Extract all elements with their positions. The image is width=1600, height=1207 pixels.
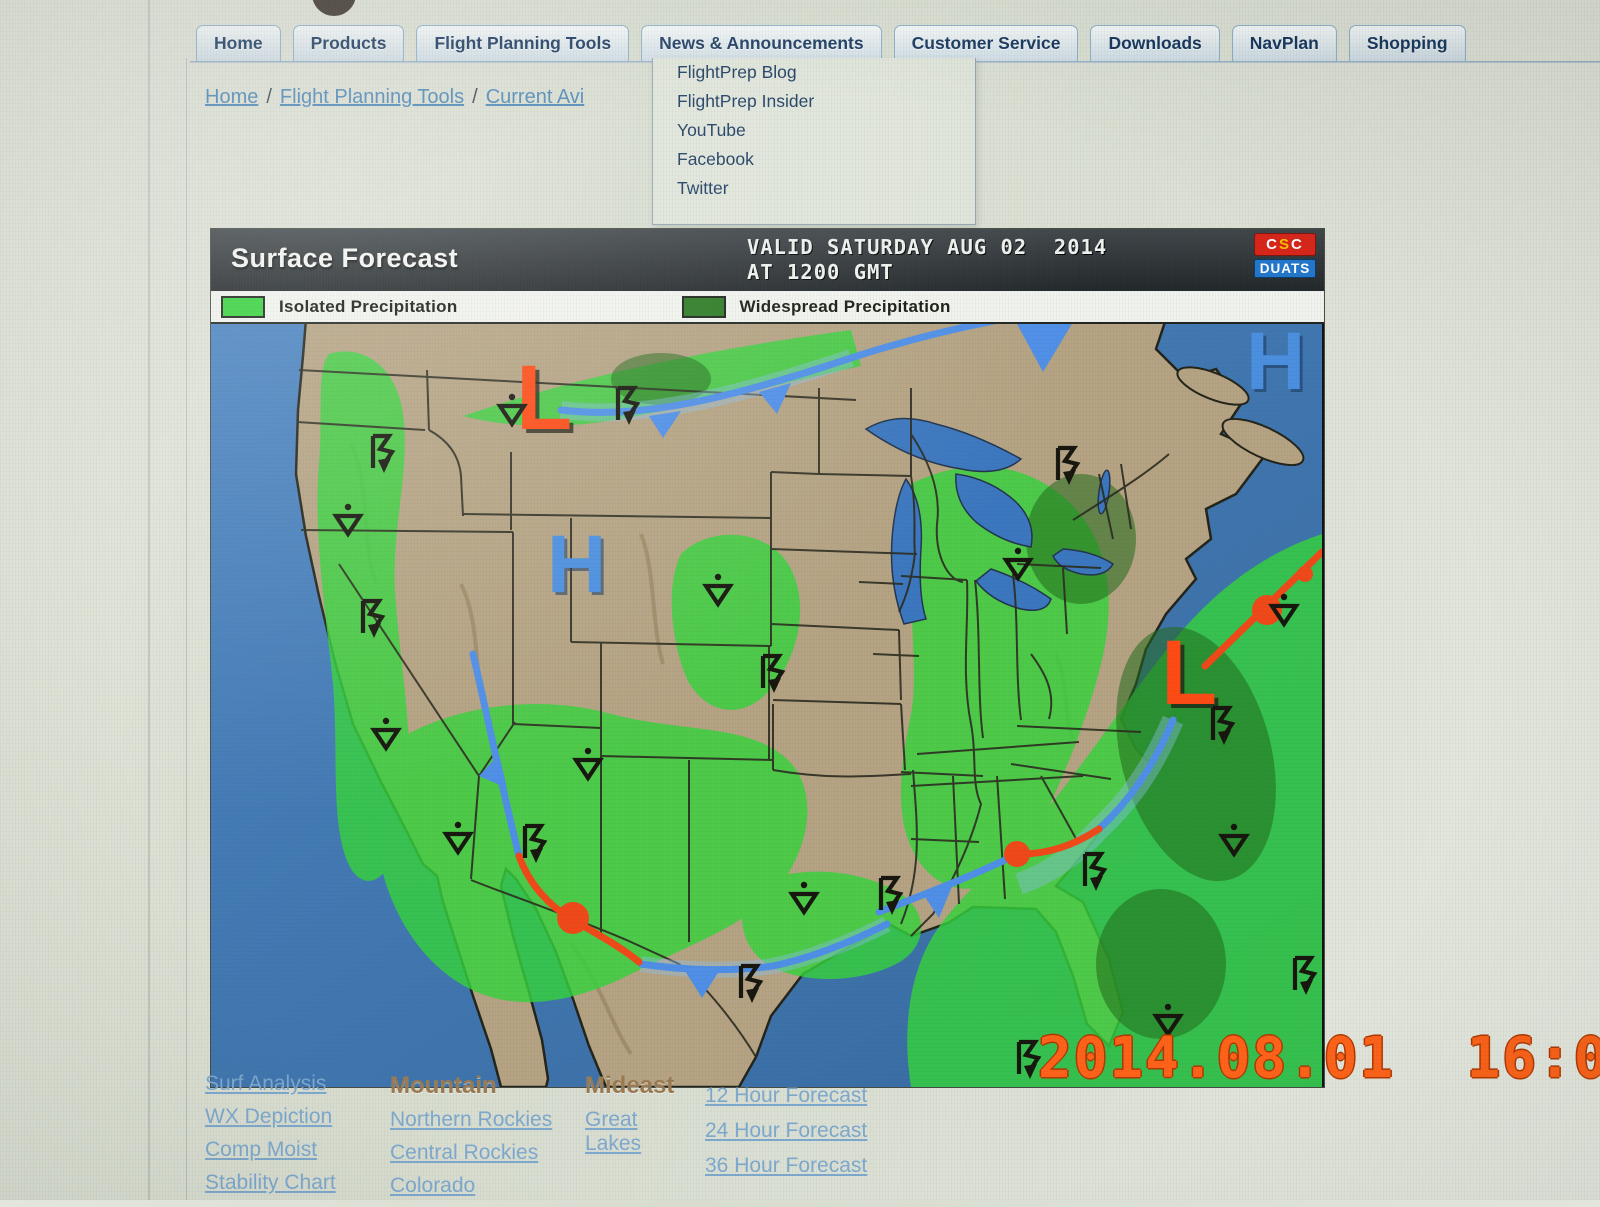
pressure-centers: L L H H H H L L [516, 324, 1308, 728]
low-pressure-newengland: L [1161, 622, 1217, 724]
site-logo-fragment [312, 0, 356, 16]
breadcrumb-home[interactable]: Home [205, 86, 259, 108]
news-announcements-dropdown: FlightPrep Blog FlightPrep Insider YouTu… [652, 58, 976, 225]
link-northern-rockies[interactable]: Northern Rockies [390, 1108, 553, 1131]
links-column-mideast: Mideast Great Lakes [585, 1072, 681, 1165]
forecast-title: Surface Forecast [231, 243, 459, 273]
duats-logo: DUATS [1254, 259, 1316, 278]
menu-item-flightprep-insider[interactable]: FlightPrep Insider [677, 91, 815, 111]
cape-breton [1221, 417, 1305, 467]
lake-superior [864, 417, 1023, 473]
forecast-header-bar: Surface Forecast VALID SATURDAY AUG 02 2… [211, 229, 1324, 291]
widespread-precip-label: Widespread Precipitation [739, 296, 951, 316]
isolated-precip-swatch [221, 295, 265, 318]
widespread-precip-swatch [681, 295, 726, 318]
surface-forecast-map: L L H H H H L L [211, 324, 1322, 1087]
tab-navplan[interactable]: NavPlan [1231, 25, 1337, 62]
tab-news-announcements[interactable]: News & Announcements [641, 25, 882, 62]
menu-item-twitter[interactable]: Twitter [677, 178, 729, 198]
tab-customer-service[interactable]: Customer Service [893, 25, 1079, 62]
breadcrumb-current-page[interactable]: Current Avi [485, 86, 585, 108]
breadcrumb-separator: / [266, 86, 272, 108]
link-surf-analysis[interactable]: Surf Analysis [205, 1072, 327, 1095]
tab-home[interactable]: Home [196, 25, 281, 62]
forecast-valid-time: VALID SATURDAY AUG 02 2014 AT 1200 GMT [747, 235, 1107, 285]
tab-flight-planning-tools[interactable]: Flight Planning Tools [416, 25, 630, 62]
mountain-heading: Mountain [390, 1072, 497, 1099]
provider-badges: CSC DUATS [1254, 233, 1316, 278]
link-wx-depiction[interactable]: WX Depiction [205, 1105, 333, 1128]
link-36-hour-forecast[interactable]: 36 Hour Forecast [705, 1154, 868, 1177]
low-pressure-montana: L [516, 347, 572, 449]
surface-forecast-panel: Surface Forecast VALID SATURDAY AUG 02 2… [210, 228, 1325, 1088]
link-comp-moist[interactable]: Comp Moist [205, 1138, 318, 1161]
low-shadow: L [520, 351, 576, 453]
screen-edge-line [148, 0, 150, 1200]
breadcrumb: Home / Flight Planning Tools / Current Avi [205, 86, 584, 109]
tab-shopping[interactable]: Shopping [1348, 25, 1466, 62]
main-tab-bar: Home Products Flight Planning Tools News… [196, 20, 1600, 62]
state-borders [296, 369, 1170, 1058]
links-column-mountain: Mountain Northern Rockies Central Rockie… [390, 1072, 552, 1207]
isolated-precip-label: Isolated Precipitation [279, 296, 458, 316]
link-colorado[interactable]: Colorado [390, 1174, 476, 1197]
nova-scotia [1176, 366, 1250, 406]
widespread-precip-areas [611, 353, 1276, 1039]
tab-products[interactable]: Products [292, 25, 405, 62]
menu-item-flightprep-blog[interactable]: FlightPrep Blog [677, 62, 797, 82]
high-shadow: H [550, 522, 609, 613]
high-pressure-stlawrence: H [1246, 324, 1305, 407]
warm-fronts [515, 548, 1322, 966]
menu-item-facebook[interactable]: Facebook [677, 149, 754, 169]
lake-huron [955, 473, 1033, 548]
forecast-quick-links: Surf Analysis WX Depiction Comp Moist St… [205, 1072, 1405, 1200]
link-24-hour-forecast[interactable]: 24 Hour Forecast [705, 1119, 868, 1142]
tab-downloads[interactable]: Downloads [1090, 25, 1220, 62]
camera-timestamp: 2014.08.01 16:01 [1038, 1026, 1600, 1091]
lake-michigan [890, 477, 927, 625]
mideast-heading: Mideast [585, 1072, 675, 1099]
links-column-forecasts: 12 Hour Forecast 24 Hour Forecast 36 Hou… [705, 1084, 867, 1189]
great-lakes [864, 417, 1115, 625]
menu-item-youtube[interactable]: YouTube [677, 120, 746, 140]
breadcrumb-separator: / [472, 86, 478, 108]
high-pressure-wyoming: H [547, 519, 606, 610]
link-12-hour-forecast[interactable]: 12 Hour Forecast [705, 1084, 868, 1107]
valid-line-2: AT 1200 GMT [747, 260, 894, 284]
high-shadow: H [1249, 324, 1308, 410]
link-great-lakes[interactable]: Great Lakes [585, 1108, 642, 1155]
valid-line-1: VALID SATURDAY AUG 02 2014 [747, 235, 1108, 259]
link-stability-chart[interactable]: Stability Chart [205, 1171, 336, 1194]
breadcrumb-flight-planning-tools[interactable]: Flight Planning Tools [279, 86, 465, 108]
links-column-analysis: Surf Analysis WX Depiction Comp Moist St… [205, 1072, 336, 1204]
precip-legend: Isolated Precipitation Widespread Precip… [211, 291, 1324, 324]
content-border-line [186, 58, 187, 1200]
link-central-rockies[interactable]: Central Rockies [390, 1141, 539, 1164]
csc-logo: CSC [1254, 233, 1316, 256]
